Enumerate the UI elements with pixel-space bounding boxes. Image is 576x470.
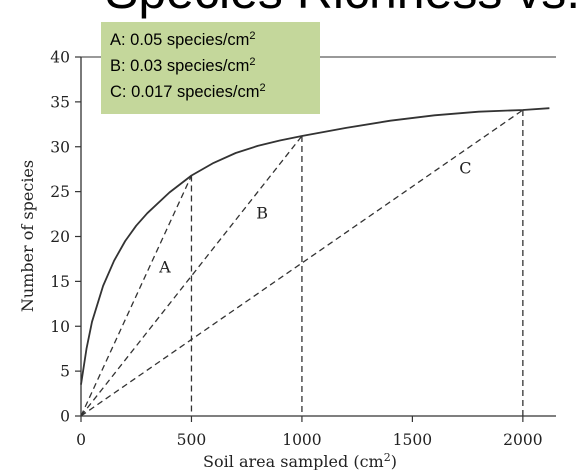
x-axis-title-sup: 2 bbox=[384, 451, 391, 464]
y-tick-label: 20 bbox=[50, 228, 70, 246]
x-tick-label: 1500 bbox=[393, 431, 432, 449]
rate-c: C: 0.017 species/cm2 bbox=[110, 79, 320, 105]
x-tick-label: 500 bbox=[177, 431, 207, 449]
y-tick-label: 5 bbox=[60, 363, 70, 381]
line-label: A bbox=[158, 257, 171, 276]
y-tick-label: 25 bbox=[50, 183, 70, 201]
secant-line-a bbox=[80, 175, 193, 417]
rate-a: A: 0.05 species/cm2 bbox=[110, 27, 320, 53]
species-area-curve bbox=[80, 107, 550, 385]
y-tick-label: 15 bbox=[50, 273, 70, 291]
y-tick-label: 30 bbox=[50, 138, 70, 156]
x-axis-title-close: ) bbox=[391, 452, 397, 470]
rate-b-text: B: 0.03 species/cm bbox=[110, 57, 250, 75]
y-tick-label: 10 bbox=[50, 318, 70, 336]
line-labels: A B C bbox=[158, 159, 471, 277]
rate-a-text: A: 0.05 species/cm bbox=[110, 31, 250, 49]
drop-lines bbox=[190, 109, 524, 416]
rate-b: B: 0.03 species/cm2 bbox=[110, 53, 320, 79]
x-tick-label: 0 bbox=[76, 431, 86, 449]
y-axis-title: Number of species bbox=[18, 160, 37, 312]
line-label: B bbox=[256, 204, 268, 223]
line-label: C bbox=[459, 159, 471, 178]
x-axis-title-text: Soil area sampled (cm bbox=[203, 452, 384, 470]
rate-c-text: C: 0.017 species/cm bbox=[110, 83, 260, 101]
y-tick-label: 35 bbox=[50, 93, 70, 111]
y-tick-label: 0 bbox=[60, 408, 70, 426]
rate-legend-box: A: 0.05 species/cm2 B: 0.03 species/cm2 … bbox=[101, 22, 320, 114]
y-tick-label: 40 bbox=[50, 49, 70, 67]
slide-title: Species Richness vs. Sampling Area bbox=[105, 0, 576, 20]
rate-c-sup: 2 bbox=[259, 82, 266, 94]
rate-b-sup: 2 bbox=[249, 56, 256, 68]
series-lines bbox=[80, 107, 550, 417]
rate-a-sup: 2 bbox=[249, 30, 256, 42]
x-tick-label: 1000 bbox=[282, 431, 321, 449]
axes: 0 5 10 15 20 25 30 35 40 0 500 1000 1500 2000 bbox=[50, 49, 556, 449]
x-tick-label: 2000 bbox=[503, 431, 542, 449]
x-axis-title: Soil area sampled (cm2) bbox=[203, 451, 397, 470]
